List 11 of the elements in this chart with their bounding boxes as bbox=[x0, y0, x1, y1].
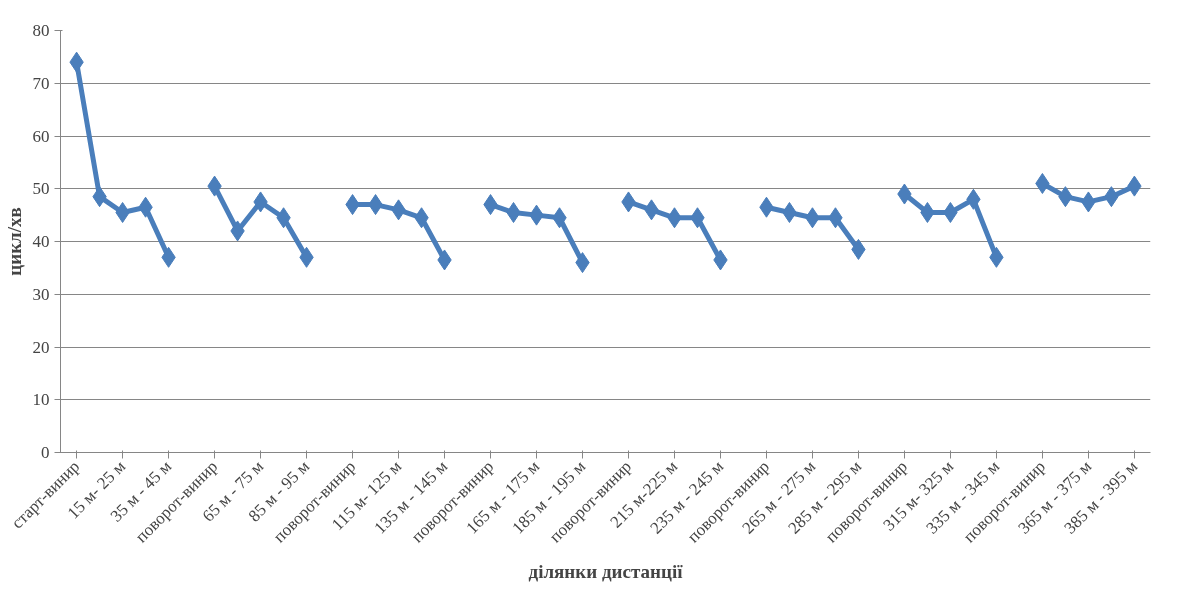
x-axis-title: ділянки дистанції bbox=[528, 561, 684, 583]
y-tick-label: 60 bbox=[32, 126, 50, 146]
y-tick-label: 20 bbox=[32, 337, 50, 357]
y-tick-label: 0 bbox=[41, 443, 50, 462]
y-axis-title: цикл/хв bbox=[3, 207, 25, 276]
y-tick-label: 80 bbox=[32, 21, 50, 40]
y-tick-label: 70 bbox=[32, 73, 50, 93]
y-tick-label: 40 bbox=[32, 232, 50, 251]
y-tick-label: 10 bbox=[32, 390, 50, 410]
y-tick-label: 50 bbox=[32, 179, 50, 199]
y-tick-label: 30 bbox=[32, 284, 50, 304]
